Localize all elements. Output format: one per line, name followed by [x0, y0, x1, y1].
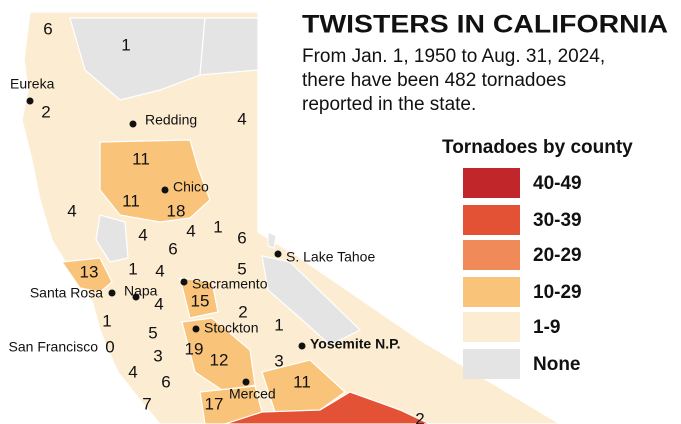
legend-label: None	[533, 354, 581, 375]
county-count: 15	[191, 291, 210, 310]
county-count: 17	[205, 394, 224, 413]
lake	[267, 231, 277, 249]
county-count: 18	[167, 201, 186, 220]
county-count: 7	[142, 394, 151, 413]
subtitle-line: From Jan. 1, 1950 to Aug. 31, 2024,	[302, 46, 605, 67]
city-label: Chico	[173, 179, 209, 195]
legend-label: 20-29	[533, 245, 582, 266]
city-dot	[161, 186, 169, 194]
county-count: 3	[274, 351, 283, 370]
county-10-29	[99, 139, 211, 223]
legend-swatch	[463, 240, 520, 270]
legend-swatch	[463, 168, 520, 198]
county-count: 11	[293, 372, 311, 391]
county-10-29	[60, 257, 113, 293]
county-none	[95, 214, 129, 263]
county-10-29	[261, 359, 346, 413]
county-count: 4	[155, 261, 164, 280]
subtitle-line: there have been 482 tornadoes	[302, 70, 566, 91]
county-count: 2	[238, 302, 247, 321]
county-10-29	[181, 317, 256, 393]
city-dot	[108, 289, 116, 297]
county-count: 6	[43, 19, 52, 38]
county-count: 6	[161, 372, 170, 391]
county-count: 4	[138, 225, 147, 244]
county-count: 1	[102, 311, 111, 330]
county-count: 13	[80, 262, 99, 281]
title: TWISTERS IN CALIFORNIA	[302, 11, 668, 39]
county-count: 19	[185, 339, 204, 358]
legend: 40-49 30-39 20-29 10-29 1-9 None	[463, 168, 582, 379]
subtitle-line: reported in the state.	[302, 94, 476, 115]
county-count: 1	[213, 217, 222, 236]
city-label: Stockton	[204, 320, 258, 336]
legend-title: Tornadoes by county	[442, 137, 633, 158]
legend-label: 40-49	[533, 173, 582, 194]
legend-label: 10-29	[533, 282, 582, 303]
county-count: 4	[154, 294, 163, 313]
county-count: 11	[122, 191, 140, 210]
city-label: Merced	[229, 386, 276, 402]
county-none	[261, 255, 362, 346]
county-count: 12	[210, 350, 229, 369]
subtitle: From Jan. 1, 1950 to Aug. 31, 2024, there…	[302, 46, 605, 115]
city-label: Redding	[145, 112, 197, 128]
county-none	[199, 17, 259, 76]
county-count: 5	[237, 259, 246, 278]
county-count: 3	[153, 346, 162, 365]
city-label: Napa	[124, 283, 158, 299]
labels: Eureka Redding Chico S. Lake Tahoe Sacrament…	[9, 19, 425, 424]
city-dot	[274, 250, 282, 258]
city-label: Yosemite N.P.	[310, 336, 401, 352]
city-dot	[298, 342, 306, 350]
county-30-39	[224, 391, 431, 424]
county-count: 4	[128, 362, 137, 381]
city-label: Eureka	[10, 76, 55, 92]
county-count: 11	[132, 149, 150, 168]
county-count: 6	[237, 228, 246, 247]
legend-swatch	[463, 349, 520, 379]
county-count: 1	[128, 259, 137, 278]
county-count: 4	[186, 221, 195, 240]
county-count: 4	[67, 201, 76, 220]
city-label: San Francisco	[9, 339, 99, 355]
city-dot	[129, 120, 137, 128]
county-count: 4	[237, 109, 246, 128]
city-label: Santa Rosa	[30, 285, 103, 301]
city-dot	[192, 325, 200, 333]
county-count: 2	[41, 102, 50, 121]
county-count: 2	[415, 409, 424, 424]
state-area	[21, 11, 562, 424]
county-10-29	[179, 277, 219, 319]
legend-swatch	[463, 205, 520, 235]
city-dot	[132, 293, 140, 301]
city-dot	[26, 97, 34, 105]
county-count: 6	[168, 239, 177, 258]
map	[21, 11, 562, 424]
city-label: Sacramento	[192, 276, 268, 292]
legend-label: 1-9	[533, 317, 560, 338]
county-count: 1	[121, 35, 130, 54]
city-dot	[180, 278, 188, 286]
legend-swatch	[463, 312, 520, 342]
city-dot	[242, 378, 250, 386]
legend-label: 30-39	[533, 210, 582, 231]
county-count: 0	[105, 337, 114, 356]
city-label: S. Lake Tahoe	[286, 249, 375, 265]
legend-swatch	[463, 277, 520, 307]
county-count: 5	[148, 323, 157, 342]
county-count: 1	[274, 315, 283, 334]
